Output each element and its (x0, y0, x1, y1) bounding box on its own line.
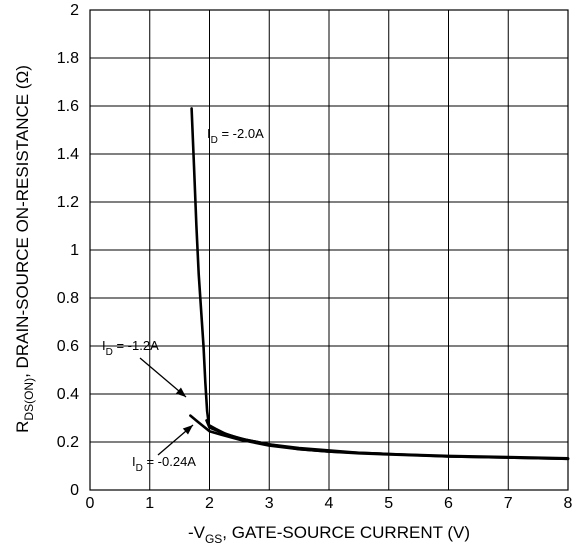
y-tick-label: 0.4 (57, 386, 79, 403)
grid (89, 9, 569, 491)
x-tick-label: 6 (444, 495, 453, 512)
annotation-arrow-0-24a (157, 424, 194, 456)
annotations (139, 357, 194, 456)
y-tick-label: 1 (70, 242, 79, 259)
x-tick-label: 2 (205, 495, 214, 512)
x-tick-label: 7 (504, 495, 513, 512)
x-tick-label: 5 (384, 495, 393, 512)
tick-labels: 0 1 2 3 4 5 6 7 8 0 0.2 0.4 0.6 0.8 1 1.2 1.4 1.6 1.8 2 (57, 2, 573, 512)
y-tick-label: 1.8 (57, 50, 79, 67)
x-tick-label: 1 (145, 495, 154, 512)
x-tick-label: 0 (86, 495, 95, 512)
annotation-arrow-1-2a (139, 357, 187, 398)
y-tick-label: 2 (70, 2, 79, 19)
x-tick-label: 8 (564, 495, 573, 512)
y-tick-label: 0.2 (57, 434, 79, 451)
y-tick-label: 0.8 (57, 290, 79, 307)
annotation-id-2a: ID = -2.0A (207, 126, 264, 146)
series-line-2 (189, 414, 570, 461)
x-tick-label: 3 (265, 495, 274, 512)
annotation-id-1-2a: ID = -1.2A (102, 338, 159, 358)
x-tick-label: 4 (325, 495, 334, 512)
annotation-id-0-24a: ID = -0.24A (132, 454, 196, 474)
y-tick-label: 0 (70, 482, 79, 499)
y-tick-label: 1.2 (57, 194, 79, 211)
y-tick-label: 0.6 (57, 338, 79, 355)
y-tick-label: 1.4 (57, 146, 79, 163)
series-lines (189, 107, 570, 461)
y-tick-label: 1.6 (57, 98, 79, 115)
plot-frame (89, 9, 569, 491)
y-axis-label: RDS(ON), DRAIN-SOURCE ON-RESISTANCE (Ω) (13, 65, 36, 433)
x-axis-label: -VGS, GATE-SOURCE CURRENT (V) (188, 523, 470, 545)
